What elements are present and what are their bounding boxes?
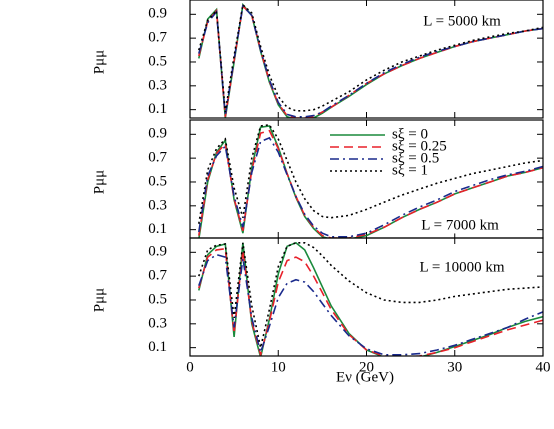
annotation: L = 7000 km — [421, 217, 499, 233]
x-axis-label: Eν (GeV) — [336, 369, 394, 385]
x-tick-label: 0 — [186, 359, 194, 375]
y-tick-label: 0.7 — [148, 150, 167, 166]
y-tick-label: 0.3 — [148, 77, 167, 93]
series-line — [198, 129, 543, 238]
series-line — [198, 253, 543, 356]
y-tick-label: 0.9 — [148, 126, 167, 142]
series-line — [198, 136, 543, 238]
x-tick-label: 30 — [447, 359, 462, 375]
y-tick-label: 0.1 — [148, 339, 167, 355]
annotation: L = 10000 km — [420, 259, 505, 275]
frame — [189, 237, 544, 357]
legend-label: sξ = 0.25 — [392, 138, 447, 154]
y-tick-label: 0.1 — [148, 101, 167, 117]
series-line — [198, 242, 543, 348]
annotation: L = 5000 km — [423, 13, 501, 29]
legend-label: sξ = 0.5 — [392, 150, 439, 166]
y-tick-label: 0.5 — [148, 53, 167, 69]
annotation-bg — [418, 217, 503, 234]
series-line — [198, 123, 543, 224]
legend-label: sξ = 1 — [392, 162, 428, 178]
x-tick-label: 40 — [536, 359, 551, 375]
y-axis-label: Pμμ — [91, 170, 107, 194]
y-axis-label: Pμμ — [91, 50, 107, 74]
y-tick-label: 0.9 — [148, 6, 167, 22]
y-tick-label: 0.9 — [148, 244, 167, 260]
y-tick-label: 0.5 — [148, 173, 167, 189]
legend-label: sξ = 0 — [392, 126, 428, 142]
series-line — [198, 3, 543, 113]
x-tick-label: 10 — [271, 359, 286, 375]
y-tick-label: 0.3 — [148, 315, 167, 331]
x-tick-label: 20 — [359, 359, 374, 375]
y-tick-label: 0.5 — [148, 291, 167, 307]
y-tick-label: 0.7 — [148, 268, 167, 284]
y-tick-label: 0.7 — [148, 30, 167, 46]
frame — [189, 0, 544, 119]
y-axis-label: Pμμ — [91, 288, 107, 312]
y-tick-label: 0.1 — [148, 221, 167, 237]
y-tick-label: 0.3 — [148, 197, 167, 213]
